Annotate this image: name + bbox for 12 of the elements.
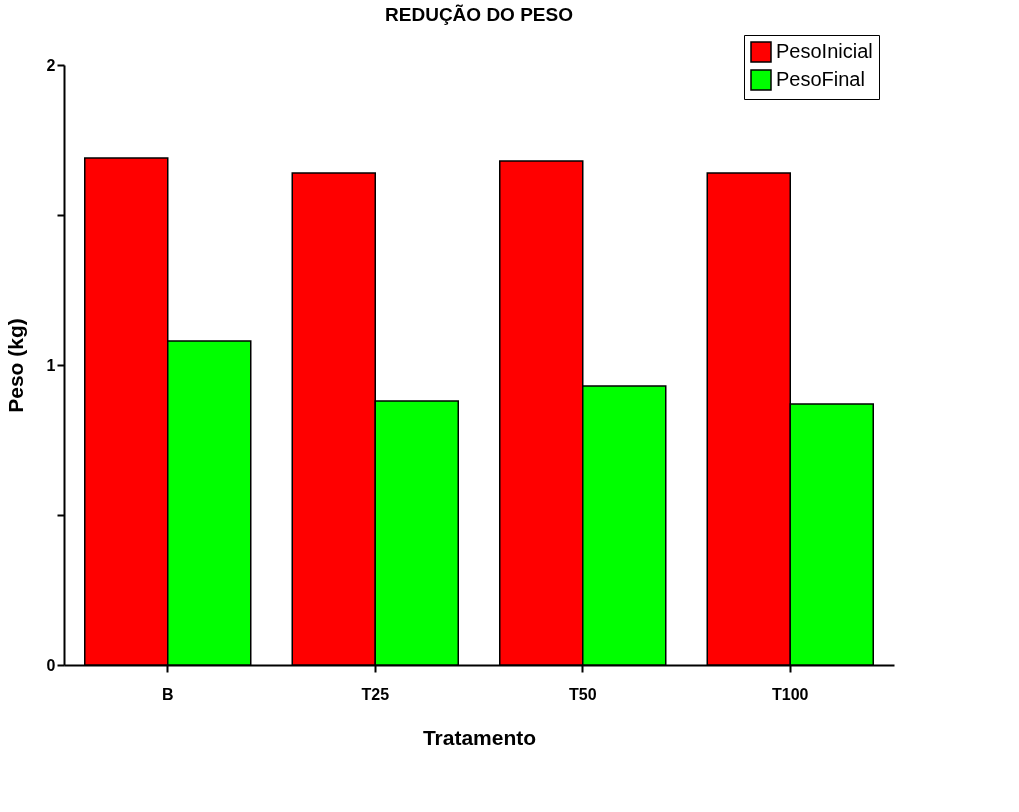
chart-title: REDUÇÃO DO PESO (385, 3, 573, 25)
x-tick-label: T100 (772, 685, 809, 703)
y-tick-label: 2 (46, 56, 56, 74)
y-axis-title: Peso (kg) (3, 318, 27, 413)
legend-label: PesoFinal (776, 68, 865, 90)
y-tick-label: 0 (46, 656, 56, 674)
legend-label: PesoInicial (776, 40, 873, 62)
x-tick-label: T25 (361, 685, 390, 703)
x-tick-label: T50 (568, 685, 597, 703)
y-tick-label: 1 (46, 356, 56, 374)
x-tick-label: B (161, 685, 174, 703)
x-axis-title: Tratamento (422, 725, 537, 749)
